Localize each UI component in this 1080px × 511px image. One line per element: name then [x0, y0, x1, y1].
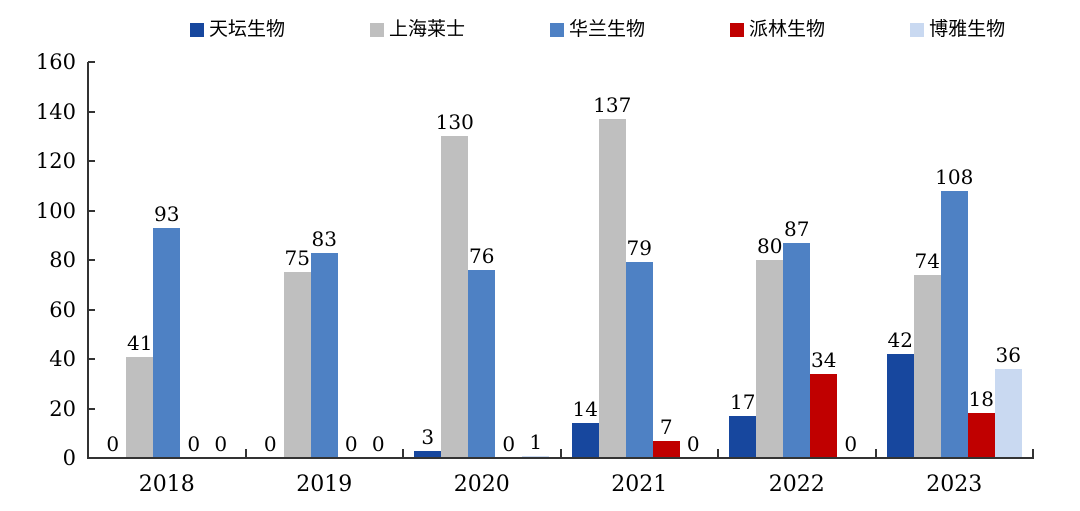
- bar-value-label: 0: [371, 432, 385, 456]
- chart-legend: 天坛生物 上海莱士 华兰生物 派林生物 博雅生物: [190, 20, 1005, 39]
- x-axis-tick-mark: [559, 449, 562, 458]
- bar-天坛生物-2023: [886, 354, 914, 458]
- bar-天坛生物-2021: [571, 423, 599, 458]
- bar-博雅生物-2023: [994, 369, 1022, 458]
- bar-value-label: 93: [154, 202, 180, 226]
- bar-上海莱士-2021: [598, 119, 626, 458]
- x-axis-tick-mark: [874, 449, 877, 458]
- legend-label: 博雅生物: [929, 18, 1006, 40]
- bar-华兰生物-2020: [468, 270, 496, 458]
- bar-上海莱士-2019: [283, 272, 311, 458]
- y-axis-tick-label: 160: [35, 50, 76, 74]
- bar-value-label: 0: [106, 432, 120, 456]
- legend-item-0: 天坛生物: [190, 20, 285, 39]
- y-axis-tick-label: 20: [49, 396, 76, 421]
- x-axis-tick-mark: [1032, 449, 1034, 458]
- y-axis-tick-label: 0: [62, 446, 76, 470]
- bar-value-label: 80: [757, 234, 783, 258]
- y-axis-tick-label: 100: [35, 198, 76, 223]
- bar-派林生物-2023: [967, 413, 995, 458]
- x-axis-tick-label: 2023: [926, 472, 983, 497]
- bar-value-label: 0: [263, 432, 277, 456]
- bar-value-label: 0: [214, 432, 228, 456]
- bar-value-label: 41: [127, 331, 153, 355]
- bar-上海莱士-2018: [126, 357, 154, 458]
- bar-value-label: 87: [784, 217, 810, 241]
- legend-swatch-icon: [910, 22, 925, 37]
- y-axis-tick-label: 140: [35, 99, 76, 124]
- bar-上海莱士-2022: [756, 260, 784, 458]
- bar-value-label: 0: [844, 432, 858, 456]
- bar-value-label: 17: [730, 390, 756, 414]
- x-axis-tick-label: 2018: [138, 472, 195, 497]
- bar-value-label: 0: [344, 432, 358, 456]
- x-axis-line: [87, 457, 1034, 459]
- bar-value-label: 83: [311, 227, 337, 251]
- bar-value-label: 76: [469, 244, 495, 268]
- x-axis-tick-label: 2020: [453, 472, 510, 497]
- legend-swatch-icon: [370, 22, 385, 37]
- legend-item-2: 华兰生物: [550, 20, 645, 39]
- legend-swatch-icon: [730, 22, 745, 37]
- y-axis-tick-mark: [88, 407, 95, 410]
- x-axis-tick-mark: [402, 449, 404, 458]
- bar-上海莱士-2023: [913, 275, 941, 458]
- bar-value-label: 7: [659, 415, 673, 439]
- x-axis-tick-label: 2022: [768, 472, 825, 497]
- legend-swatch-icon: [550, 22, 565, 37]
- bar-天坛生物-2020: [414, 451, 442, 458]
- legend-item-1: 上海莱士: [370, 20, 465, 39]
- y-axis-tick-mark: [88, 358, 95, 360]
- bar-value-label: 75: [284, 246, 310, 270]
- legend-label: 华兰生物: [569, 18, 646, 40]
- x-axis-tick-mark: [244, 449, 247, 458]
- bar-value-label: 34: [811, 348, 837, 372]
- bar-value-label: 79: [626, 236, 652, 260]
- bar-天坛生物-2022: [729, 416, 757, 458]
- y-axis-tick-mark: [88, 209, 95, 212]
- legend-item-3: 派林生物: [730, 20, 825, 39]
- y-axis-tick-label: 80: [49, 248, 76, 272]
- bar-value-label: 36: [995, 343, 1021, 367]
- bar-value-label: 3: [421, 425, 435, 449]
- y-axis-line: [87, 62, 89, 459]
- bar-value-label: 0: [187, 432, 201, 456]
- y-axis-tick-label: 60: [49, 297, 76, 322]
- bar-华兰生物-2018: [153, 228, 181, 458]
- legend-swatch-icon: [190, 22, 204, 37]
- bar-value-label: 42: [887, 328, 913, 352]
- bar-华兰生物-2023: [940, 191, 968, 458]
- legend-item-4: 博雅生物: [910, 20, 1005, 39]
- y-axis-tick-mark: [88, 308, 95, 311]
- bar-value-label: 14: [572, 397, 598, 421]
- bar-value-label: 130: [435, 110, 474, 134]
- y-axis-tick-mark: [88, 61, 95, 63]
- bar-value-label: 137: [593, 93, 632, 117]
- legend-label: 派林生物: [749, 18, 826, 40]
- y-axis-tick-label: 120: [35, 149, 76, 173]
- legend-label: 天坛生物: [209, 18, 286, 40]
- bar-华兰生物-2019: [310, 253, 338, 458]
- x-axis-tick-mark: [717, 449, 719, 458]
- bar-派林生物-2022: [810, 374, 838, 458]
- bar-value-label: 74: [914, 249, 940, 273]
- x-axis-tick-label: 2019: [296, 472, 353, 497]
- bar-value-label: 0: [502, 432, 516, 456]
- bar-派林生物-2021: [652, 441, 680, 458]
- x-axis-tick-label: 2021: [611, 472, 668, 497]
- bar-华兰生物-2022: [783, 243, 811, 458]
- bar-华兰生物-2021: [625, 262, 653, 458]
- bar-value-label: 1: [529, 430, 543, 454]
- y-axis-tick-mark: [88, 110, 95, 113]
- legend-label: 上海莱士: [389, 18, 466, 40]
- bar-value-label: 108: [935, 165, 974, 189]
- y-axis-tick-mark: [88, 259, 95, 261]
- bar-value-label: 0: [686, 432, 700, 456]
- bar-value-label: 18: [968, 387, 994, 411]
- bar-上海莱士-2020: [441, 136, 469, 458]
- y-axis-tick-label: 40: [49, 347, 76, 371]
- y-axis-tick-mark: [88, 160, 95, 162]
